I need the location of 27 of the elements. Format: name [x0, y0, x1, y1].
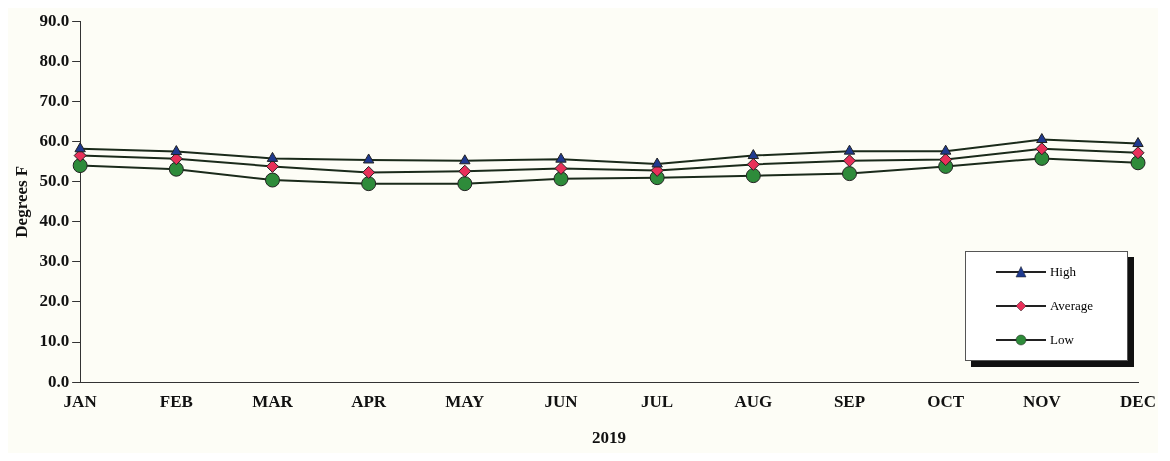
x-tick-label: JUL	[641, 391, 674, 411]
x-tick-label: JAN	[63, 391, 98, 411]
x-tick-label: JUN	[544, 391, 579, 411]
x-tick-label: MAR	[252, 391, 294, 411]
y-tick-label: 30.0	[39, 251, 70, 271]
x-axis-title: 2019	[592, 428, 627, 448]
y-tick-label: 90.0	[39, 10, 70, 30]
legend-label: Average	[1049, 298, 1093, 314]
y-tick-label: 0.0	[47, 371, 70, 391]
legend-label: High	[1049, 264, 1076, 280]
x-tick-label: FEB	[159, 391, 193, 411]
x-tick-label: OCT	[927, 391, 965, 411]
y-tick-label: 10.0	[39, 331, 70, 351]
legend-label: Low	[1049, 332, 1074, 348]
y-tick-label: 50.0	[39, 171, 70, 191]
y-tick-label: 40.0	[39, 211, 70, 231]
x-tick-label: SEP	[833, 391, 866, 411]
y-tick-label: 80.0	[39, 50, 70, 70]
y-tick-label: 20.0	[39, 291, 70, 311]
x-tick-label: DEC	[1120, 391, 1156, 411]
x-tick-label: AUG	[734, 391, 773, 411]
y-tick-label: 70.0	[39, 90, 70, 110]
x-tick-label: APR	[351, 391, 387, 411]
y-tick-label: 60.0	[39, 130, 70, 150]
x-tick-label: NOV	[1022, 391, 1062, 411]
x-tick-label: MAY	[445, 391, 485, 411]
y-axis-title: Degrees F	[11, 165, 31, 238]
